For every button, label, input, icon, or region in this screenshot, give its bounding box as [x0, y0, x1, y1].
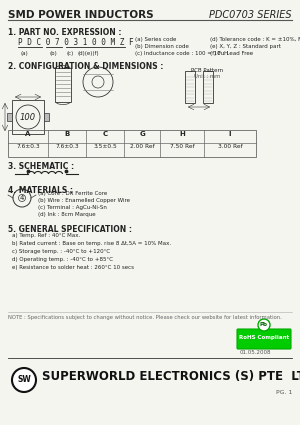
Text: (c) Terminal : AgCu-Ni-Sn: (c) Terminal : AgCu-Ni-Sn: [38, 205, 107, 210]
Text: 4. MATERIALS :: 4. MATERIALS :: [8, 186, 73, 195]
Text: d) Operating temp. : -40°C to +85°C: d) Operating temp. : -40°C to +85°C: [12, 257, 113, 262]
Text: P D C 0 7 0 3 1 0 0 M Z F: P D C 0 7 0 3 1 0 0 M Z F: [18, 38, 134, 47]
Text: (e) X, Y, Z : Standard part: (e) X, Y, Z : Standard part: [210, 44, 281, 49]
Text: PDC0703 SERIES: PDC0703 SERIES: [209, 10, 292, 20]
Text: a) Temp. Ref : 40°C Max.: a) Temp. Ref : 40°C Max.: [12, 233, 80, 238]
Text: H: H: [179, 131, 185, 137]
Bar: [44, 113, 49, 121]
Text: PG. 1: PG. 1: [276, 390, 292, 395]
Text: 2.00 Ref: 2.00 Ref: [130, 144, 154, 149]
Text: 01.05.2008: 01.05.2008: [240, 350, 272, 355]
Text: SMD POWER INDUCTORS: SMD POWER INDUCTORS: [8, 10, 154, 20]
Circle shape: [258, 319, 270, 331]
Text: 3.00 Ref: 3.00 Ref: [218, 144, 242, 149]
Text: (b): (b): [49, 51, 57, 56]
Text: 3. SCHEMATIC :: 3. SCHEMATIC :: [8, 162, 74, 171]
Text: 2. CONFIGURATION & DIMENSIONS :: 2. CONFIGURATION & DIMENSIONS :: [8, 62, 164, 71]
Text: PCB Pattern: PCB Pattern: [191, 68, 223, 73]
Text: 5. GENERAL SPECIFICATION :: 5. GENERAL SPECIFICATION :: [8, 225, 132, 234]
Text: RoHS Compliant: RoHS Compliant: [239, 335, 289, 340]
Bar: [185, 71, 195, 103]
Text: Pb: Pb: [260, 323, 268, 328]
Bar: [8, 130, 256, 157]
Text: 7.6±0.3: 7.6±0.3: [16, 144, 40, 149]
Text: (d) Ink : 8cm Marque: (d) Ink : 8cm Marque: [38, 212, 96, 217]
Text: A: A: [25, 131, 31, 137]
Text: e) Resistance to solder heat : 260°C 10 secs: e) Resistance to solder heat : 260°C 10 …: [12, 265, 134, 270]
Text: (b) Dimension code: (b) Dimension code: [135, 44, 189, 49]
Text: (a) Series code: (a) Series code: [135, 37, 176, 42]
Bar: [55, 68, 71, 102]
Text: (c) Inductance code : 100 = 10uH: (c) Inductance code : 100 = 10uH: [135, 51, 228, 56]
Text: (b) Wire : Enamelled Copper Wire: (b) Wire : Enamelled Copper Wire: [38, 198, 130, 203]
Text: (d) Tolerance code : K = ±10%, M = ±20%: (d) Tolerance code : K = ±10%, M = ±20%: [210, 37, 300, 42]
Text: I: I: [229, 131, 231, 137]
Text: B: B: [64, 131, 70, 137]
Text: 100: 100: [20, 113, 36, 122]
Text: 3.5±0.5: 3.5±0.5: [93, 144, 117, 149]
Text: G: G: [139, 131, 145, 137]
Text: C: C: [102, 131, 108, 137]
Text: (d)(e)(f): (d)(e)(f): [77, 51, 99, 56]
Circle shape: [12, 368, 36, 392]
Text: (f) F : Lead Free: (f) F : Lead Free: [210, 51, 253, 56]
Bar: [203, 71, 213, 103]
FancyBboxPatch shape: [237, 329, 291, 349]
Bar: [12, 100, 44, 134]
Text: Unit : mm: Unit : mm: [194, 74, 220, 79]
Text: 4: 4: [20, 195, 24, 201]
Text: (a) Core : DR Ferrite Core: (a) Core : DR Ferrite Core: [38, 191, 107, 196]
Bar: [7, 113, 12, 121]
Text: SUPERWORLD ELECTRONICS (S) PTE  LTD: SUPERWORLD ELECTRONICS (S) PTE LTD: [42, 370, 300, 383]
Text: c) Storage temp. : -40°C to +120°C: c) Storage temp. : -40°C to +120°C: [12, 249, 110, 254]
Text: (c): (c): [66, 51, 74, 56]
Text: (a): (a): [20, 51, 28, 56]
Text: 1. PART NO. EXPRESSION :: 1. PART NO. EXPRESSION :: [8, 28, 122, 37]
Text: b) Rated current : Base on temp. rise 8 Δt,5A = 10% Max.: b) Rated current : Base on temp. rise 8 …: [12, 241, 171, 246]
Text: SW: SW: [17, 376, 31, 385]
Text: NOTE : Specifications subject to change without notice. Please check our website: NOTE : Specifications subject to change …: [8, 315, 282, 320]
Text: 7.50 Ref: 7.50 Ref: [169, 144, 194, 149]
Text: 7.6±0.3: 7.6±0.3: [55, 144, 79, 149]
